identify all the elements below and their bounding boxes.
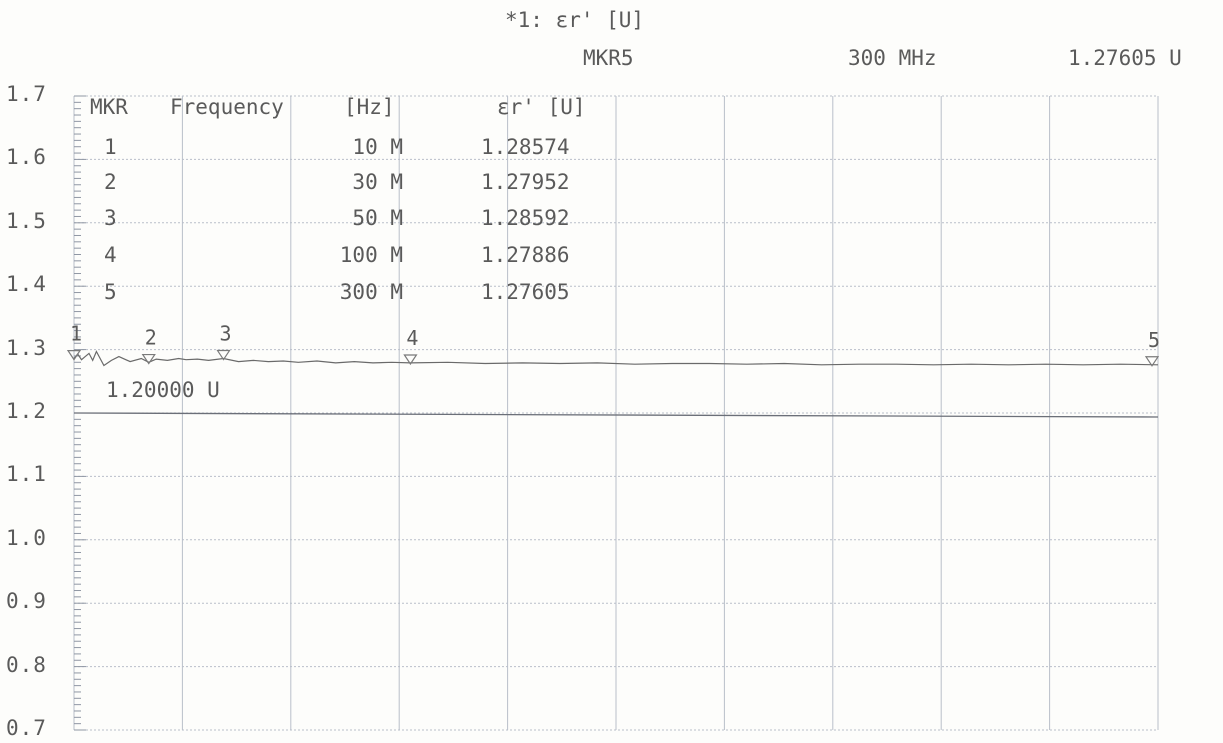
marker-triangle [216,349,231,361]
trace-title: *1: εr' [U] [505,8,645,32]
y-minor-ticks [74,95,86,731]
table-row-value: 1.27886 [481,243,570,267]
table-row-frequency: 50 M [352,206,403,230]
y-tick-label: 1.0 [6,525,47,550]
markers: 1 2 3 4 5 [66,322,1160,367]
y-tick-label: 1.4 [6,272,47,297]
table-row-value: 1.27605 [481,280,570,304]
marker-triangle [141,353,156,365]
table-row-mkr: 2 [104,170,117,194]
active-marker-frequency: 300 MHz [848,46,937,70]
y-tick-label: 0.8 [6,652,47,677]
marker-label: 3 [220,322,232,346]
marker-triangle [66,350,82,361]
table-row-frequency: 10 M [352,135,403,159]
y-tick-label: 0.7 [6,716,47,740]
marker-label: 4 [406,326,418,350]
marker-triangle [403,354,418,366]
table-row-mkr: 3 [104,206,117,230]
active-marker-value: 1.27605 U [1068,46,1182,70]
table-header-frequency: Frequency [170,95,284,119]
marker-triangle [1144,356,1160,367]
reference-line [73,412,1159,418]
grid [73,95,1159,731]
y-tick-label: 1.7 [6,82,47,106]
table-row-value: 1.27952 [481,170,570,194]
y-tick-label: 1.1 [6,462,47,487]
y-tick-label: 1.5 [6,208,47,233]
table-row-value: 1.28574 [481,135,570,159]
y-tick-label: 1.3 [6,335,47,360]
trace-line [73,350,1159,367]
table-row-value: 1.28592 [481,206,570,230]
active-marker-name: MKR5 [583,46,634,70]
marker-label: 5 [1148,328,1160,352]
table-row-mkr: 5 [104,280,117,304]
table-row-frequency: 30 M [352,170,403,194]
marker-label: 2 [145,326,157,350]
table-row-mkr: 1 [104,135,117,159]
marker-label: 1 [70,322,82,346]
reference-label: 1.20000 U [106,378,220,402]
y-tick-label: 0.9 [6,589,47,614]
table-row-mkr: 4 [104,243,117,267]
y-tick-label: 1.2 [6,399,47,423]
table-header-value: εr' [U] [497,95,586,119]
table-header-mkr: MKR [90,95,128,119]
y-tick-label: 1.6 [6,145,47,170]
table-row-frequency: 100 M [339,243,403,267]
table-row-frequency: 300 M [339,280,403,304]
table-header-unit: [Hz] [344,95,395,119]
